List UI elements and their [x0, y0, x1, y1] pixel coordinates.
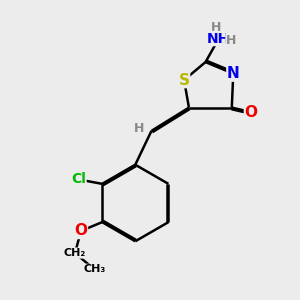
Text: N: N	[227, 66, 240, 81]
Text: S: S	[178, 73, 190, 88]
Text: CH₃: CH₃	[83, 264, 105, 274]
Text: Cl: Cl	[71, 172, 86, 186]
Text: H: H	[134, 122, 144, 135]
Text: CH₂: CH₂	[64, 248, 86, 258]
Text: O: O	[74, 224, 87, 238]
Text: NH: NH	[207, 32, 230, 46]
Text: H: H	[226, 34, 236, 46]
Text: O: O	[244, 104, 257, 119]
Text: H: H	[211, 21, 221, 34]
